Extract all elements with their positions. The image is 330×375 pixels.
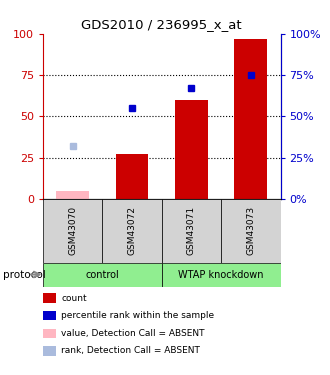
Bar [43,199,102,262]
Bar [115,154,148,199]
Bar [175,100,208,199]
Text: count: count [61,294,87,303]
Text: protocol: protocol [3,270,46,279]
Text: control: control [85,270,119,280]
Text: GSM43071: GSM43071 [187,206,196,255]
Bar [102,199,162,262]
Text: rank, Detection Call = ABSENT: rank, Detection Call = ABSENT [61,346,200,355]
Text: GSM43073: GSM43073 [246,206,255,255]
Text: value, Detection Call = ABSENT: value, Detection Call = ABSENT [61,329,205,338]
Bar [162,262,280,287]
Bar [56,190,89,199]
Text: percentile rank within the sample: percentile rank within the sample [61,311,214,320]
Bar [43,262,162,287]
Text: WTAP knockdown: WTAP knockdown [178,270,264,280]
Bar [221,199,280,262]
Bar [162,199,221,262]
Bar [234,39,267,199]
Text: GSM43072: GSM43072 [127,206,137,255]
Text: GSM43070: GSM43070 [68,206,77,255]
Title: GDS2010 / 236995_x_at: GDS2010 / 236995_x_at [82,18,242,31]
